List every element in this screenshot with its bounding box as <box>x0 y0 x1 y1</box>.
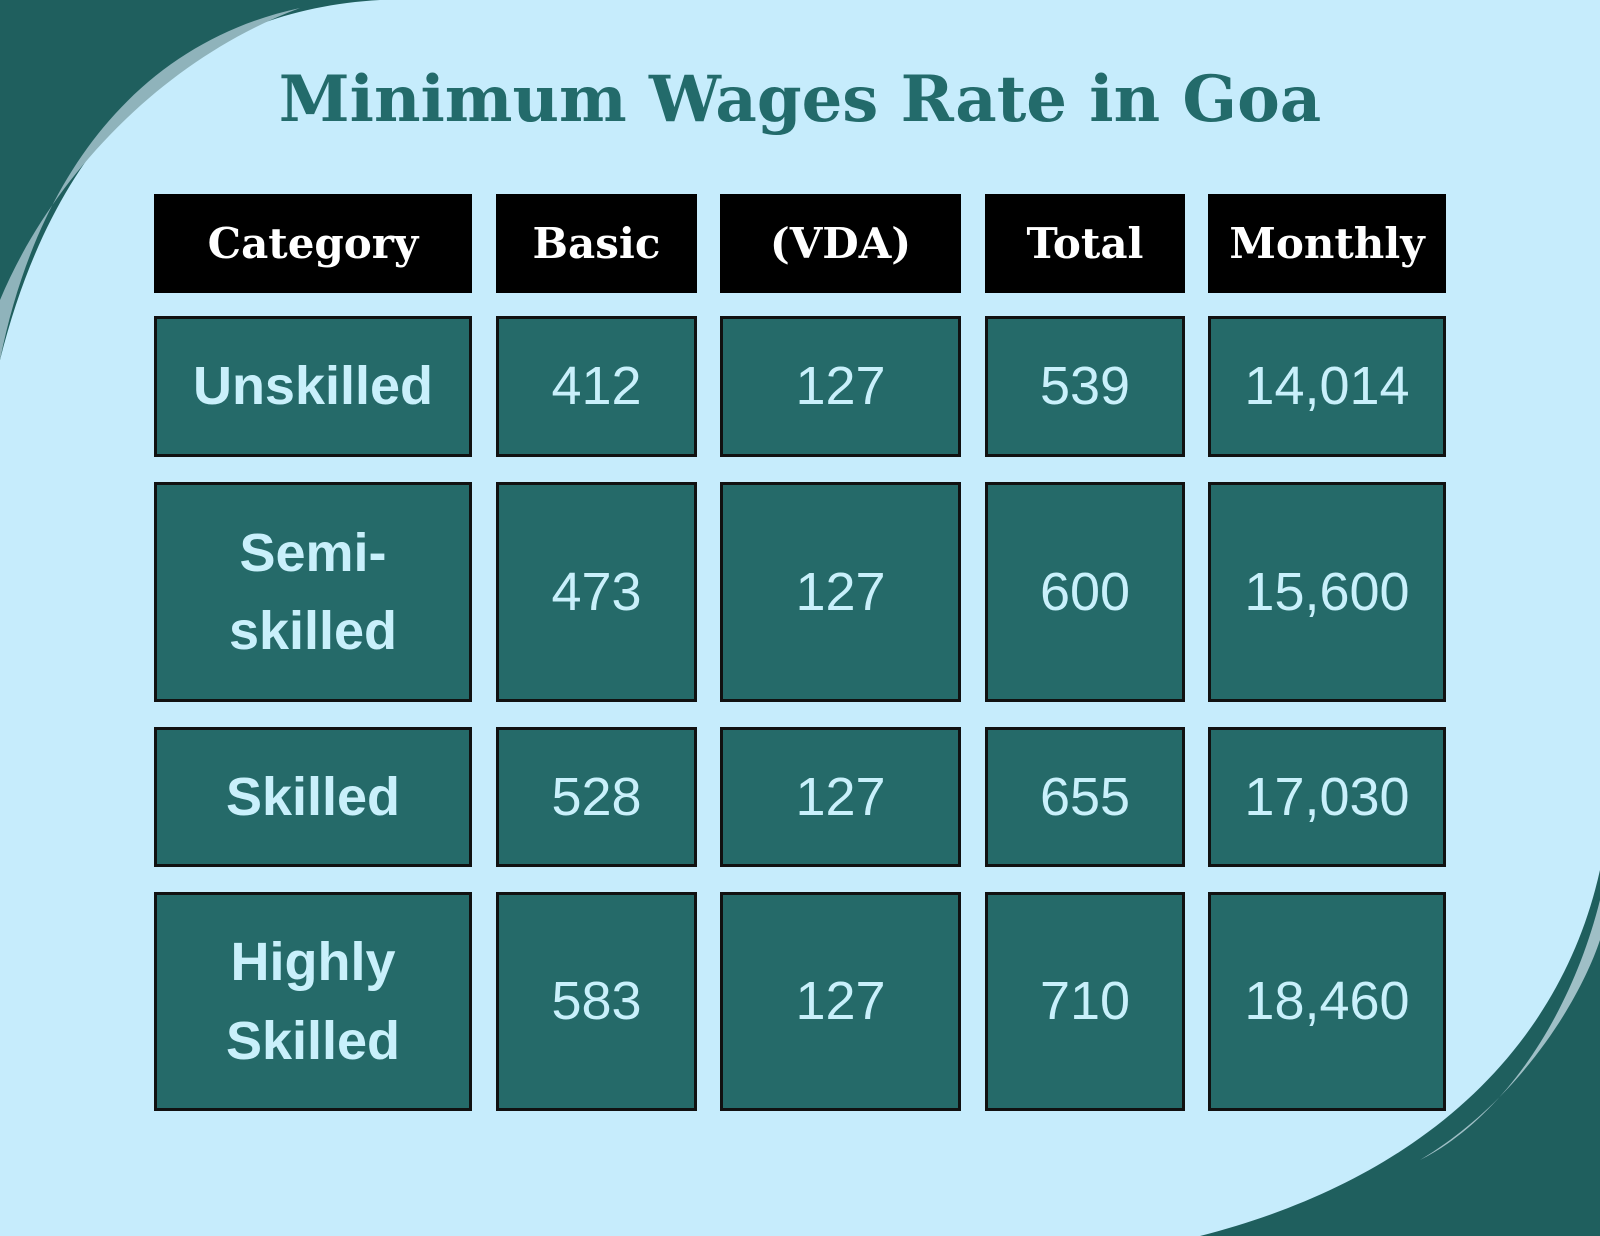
value-cell: 14,014 <box>1208 316 1446 457</box>
header-cell-text: Total <box>1026 219 1144 268</box>
value-cell-text: 600 <box>1039 561 1131 622</box>
header-cell: Basic <box>496 194 697 293</box>
value-cell: 528 <box>496 727 697 867</box>
value-cell-text: 15,600 <box>1244 561 1410 622</box>
value-cell-text: 14,014 <box>1244 356 1410 417</box>
value-cell: 473 <box>496 482 697 702</box>
header-cell-text: Category <box>207 219 419 268</box>
category-cell-text: Highly Skilled <box>225 932 401 1071</box>
header-cell-text: Basic <box>532 219 661 268</box>
value-cell: 539 <box>985 316 1185 457</box>
category-cell: Unskilled <box>154 316 472 457</box>
header-cell: Monthly <box>1208 194 1446 293</box>
category-cell: Semi-skilled <box>154 482 472 702</box>
value-cell-text: 528 <box>551 766 642 827</box>
value-cell: 127 <box>720 727 961 867</box>
value-cell-text: 127 <box>795 766 886 827</box>
header-cell: Total <box>985 194 1185 293</box>
header-cell: (VDA) <box>720 194 961 293</box>
category-cell: Highly Skilled <box>154 892 472 1111</box>
value-cell: 600 <box>985 482 1185 702</box>
value-cell-text: 583 <box>551 971 642 1032</box>
value-cell-text: 412 <box>551 356 642 417</box>
value-cell: 127 <box>720 482 961 702</box>
category-cell-text: Semi-skilled <box>228 522 398 661</box>
category-cell: Skilled <box>154 727 472 867</box>
category-cell-text: Skilled <box>225 766 401 827</box>
value-cell: 127 <box>720 892 961 1111</box>
value-cell: 15,600 <box>1208 482 1446 702</box>
value-cell: 412 <box>496 316 697 457</box>
header-cell-text: (VDA) <box>769 219 912 268</box>
value-cell-text: 127 <box>795 356 886 417</box>
value-cell-text: 655 <box>1039 766 1131 827</box>
value-cell-text: 473 <box>551 561 642 622</box>
value-cell-text: 127 <box>795 971 886 1032</box>
header-cell: Category <box>154 194 472 293</box>
value-cell-text: 18,460 <box>1244 971 1410 1032</box>
header-cell-text: Monthly <box>1229 219 1425 268</box>
value-cell-text: 539 <box>1039 356 1131 417</box>
category-cell-text: Unskilled <box>192 356 434 417</box>
value-cell: 127 <box>720 316 961 457</box>
value-cell-text: 710 <box>1039 971 1131 1032</box>
value-cell-text: 127 <box>795 561 886 622</box>
value-cell: 655 <box>985 727 1185 867</box>
title: Minimum Wages Rate in Goa <box>278 62 1322 137</box>
value-cell: 18,460 <box>1208 892 1446 1111</box>
value-cell: 17,030 <box>1208 727 1446 867</box>
value-cell: 583 <box>496 892 697 1111</box>
value-cell-text: 17,030 <box>1244 766 1410 827</box>
value-cell: 710 <box>985 892 1185 1111</box>
